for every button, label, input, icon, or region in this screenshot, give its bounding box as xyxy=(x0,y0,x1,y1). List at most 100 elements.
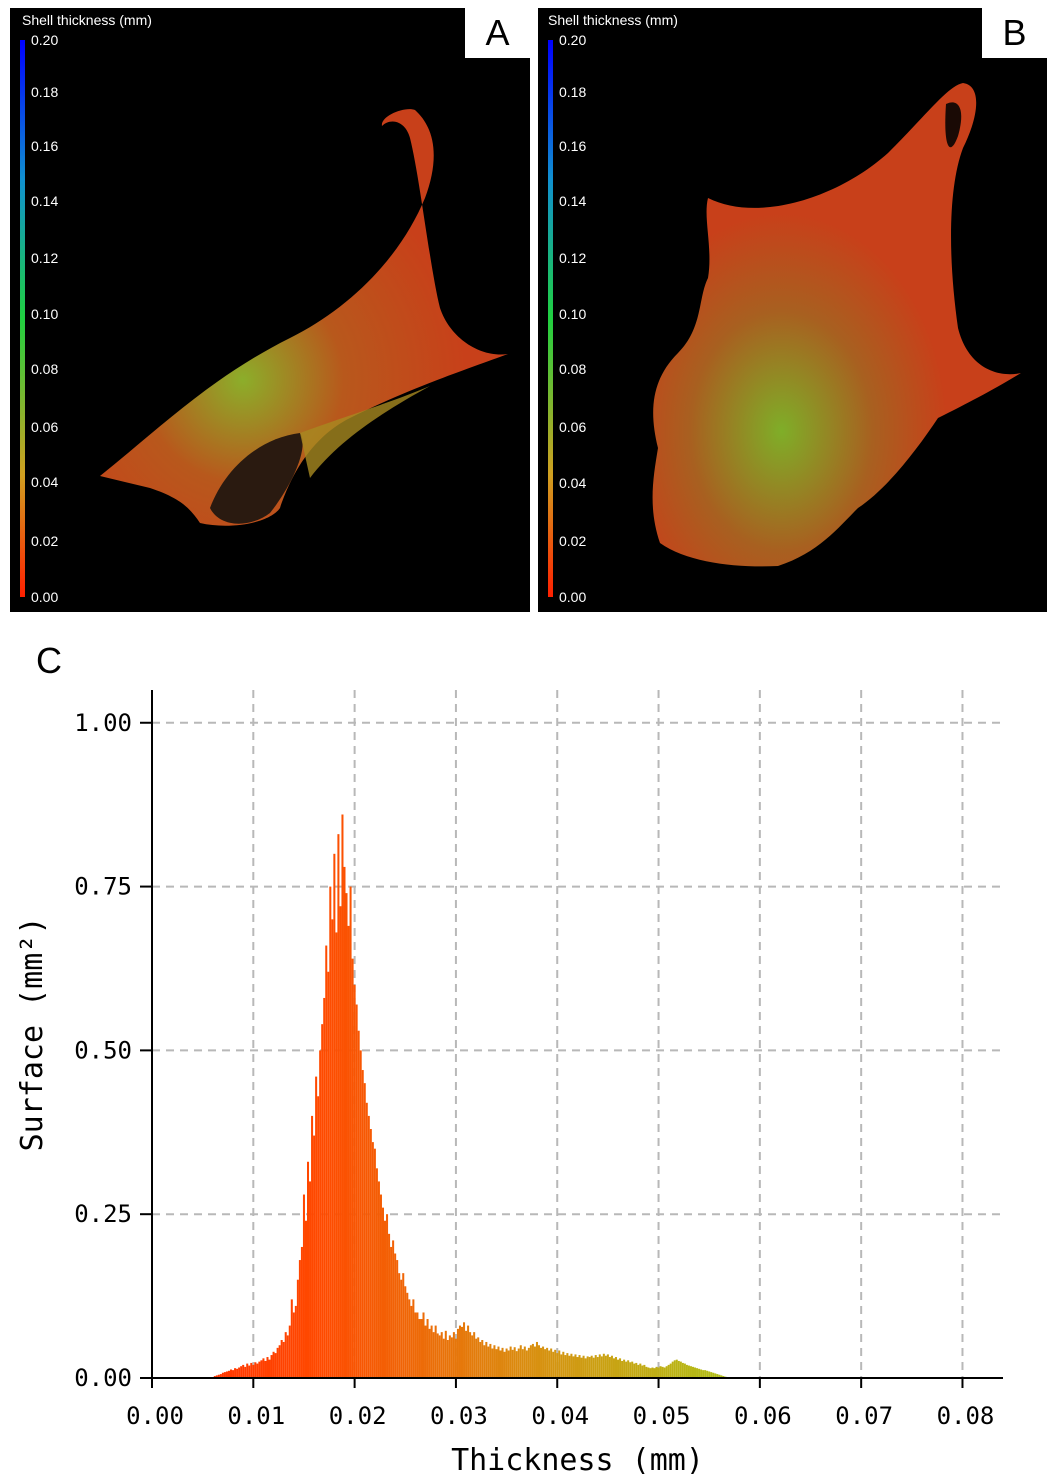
colorbar-tick: 0.18 xyxy=(559,84,587,100)
histogram-bar xyxy=(718,1374,721,1378)
histogram-bar xyxy=(483,1345,486,1378)
histogram-bar xyxy=(465,1330,468,1378)
panel-letter-c: C xyxy=(36,640,62,681)
histogram-bar xyxy=(323,997,326,1378)
y-tick-label: 0.00 xyxy=(74,1364,132,1392)
histogram-bar xyxy=(331,919,334,1378)
histogram-bar xyxy=(329,886,332,1378)
histogram-bar xyxy=(679,1361,682,1378)
histogram-bar xyxy=(436,1333,439,1378)
axes xyxy=(140,690,1003,1388)
x-tick-label: 0.02 xyxy=(329,1402,387,1430)
colorbar-tick: 0.02 xyxy=(559,533,587,549)
x-tick-label: 0.08 xyxy=(937,1402,995,1430)
histogram-bar xyxy=(570,1353,573,1378)
histogram-bar xyxy=(463,1322,466,1378)
histogram-bar xyxy=(681,1362,684,1378)
histogram-bar xyxy=(412,1299,415,1378)
histogram-bar xyxy=(404,1286,407,1378)
colorbar-tick: 0.18 xyxy=(31,84,59,100)
histogram-bar xyxy=(600,1356,603,1378)
histogram-bar xyxy=(386,1214,389,1378)
histogram-bar xyxy=(400,1279,403,1378)
histogram-bar xyxy=(286,1335,289,1378)
histogram-bar xyxy=(596,1357,599,1378)
histogram-bar xyxy=(367,1115,370,1378)
histogram-bar xyxy=(533,1346,536,1378)
histogram-bar xyxy=(426,1319,429,1378)
histogram-bar xyxy=(517,1348,520,1378)
histogram-bar xyxy=(256,1363,259,1378)
histogram-bar xyxy=(313,1135,316,1378)
colorbar-tick: 0.14 xyxy=(559,193,587,209)
histogram-bar xyxy=(268,1359,271,1378)
histogram-bar xyxy=(651,1367,654,1378)
colorbar-tick: 0.12 xyxy=(559,250,587,266)
histogram-bar xyxy=(621,1360,624,1378)
histogram-bar xyxy=(635,1362,638,1378)
histogram-bar xyxy=(234,1368,237,1378)
x-tick-label: 0.07 xyxy=(835,1402,893,1430)
colorbar-tick: 0.20 xyxy=(559,32,587,48)
y-tick-label: 0.25 xyxy=(74,1200,132,1228)
histogram-bar xyxy=(546,1347,549,1378)
histogram-bar xyxy=(552,1351,555,1378)
histogram-bar xyxy=(444,1330,447,1378)
colorbar-tick: 0.12 xyxy=(31,250,59,266)
histogram-bar xyxy=(240,1366,243,1378)
histogram-bar xyxy=(509,1346,512,1378)
colorbar-tick: 0.10 xyxy=(31,306,59,322)
histogram-bar xyxy=(227,1370,231,1378)
histogram-bar xyxy=(428,1328,431,1378)
histogram-bar xyxy=(390,1246,393,1378)
histogram-bar xyxy=(309,1181,312,1378)
histogram-bar xyxy=(689,1366,692,1378)
histogram-bar xyxy=(687,1365,690,1378)
histogram-bar xyxy=(659,1366,662,1378)
panel-letter-b: B xyxy=(982,8,1047,58)
histogram-bar xyxy=(296,1279,299,1378)
histogram-bar xyxy=(225,1371,228,1378)
colorbar-tick: 0.08 xyxy=(559,361,587,377)
histogram-bar xyxy=(580,1357,583,1378)
histogram-bar xyxy=(242,1364,245,1378)
histogram-bar xyxy=(371,1142,374,1378)
x-axis-label: Thickness (mm) xyxy=(451,1443,704,1477)
x-tick-label: 0.00 xyxy=(126,1402,184,1430)
histogram-bar xyxy=(276,1347,279,1378)
histogram-bar xyxy=(677,1360,680,1378)
histogram-bar xyxy=(236,1368,239,1378)
histogram-bar xyxy=(633,1363,636,1378)
histogram-bar xyxy=(355,1004,358,1378)
histogram-bar xyxy=(450,1337,453,1378)
histogram-bar xyxy=(696,1368,699,1378)
histogram-bar xyxy=(335,932,338,1378)
histogram-bar xyxy=(501,1347,504,1378)
x-tick-label: 0.01 xyxy=(227,1402,285,1430)
histogram-bar xyxy=(223,1372,226,1378)
histogram-bar xyxy=(300,1246,303,1378)
histogram-bar xyxy=(458,1325,461,1378)
colorbar-tick: 0.06 xyxy=(31,419,59,435)
colorbar-tick: 0.08 xyxy=(31,361,59,377)
histogram-bar xyxy=(649,1368,652,1378)
histogram-bar xyxy=(375,1168,378,1378)
histogram-bar xyxy=(422,1312,425,1378)
colorbar-tick: 0.02 xyxy=(31,533,59,549)
histogram-bar xyxy=(377,1181,380,1378)
colorbar-tick: 0.14 xyxy=(31,193,59,209)
histogram-bar xyxy=(562,1351,565,1378)
histogram-bar xyxy=(612,1358,615,1378)
colorbar-tick: 0.06 xyxy=(559,419,587,435)
histogram-bar xyxy=(564,1355,567,1378)
histogram-bar xyxy=(288,1325,291,1378)
histogram-bar xyxy=(556,1353,559,1378)
histogram-bar xyxy=(477,1337,480,1378)
histogram-bar xyxy=(529,1345,532,1378)
histogram-bar xyxy=(714,1373,717,1378)
histogram-bar xyxy=(566,1353,569,1378)
histogram-bar xyxy=(456,1328,459,1378)
histogram-bar xyxy=(341,814,344,1378)
histogram-bar xyxy=(598,1354,601,1378)
histogram-bar xyxy=(406,1292,409,1378)
